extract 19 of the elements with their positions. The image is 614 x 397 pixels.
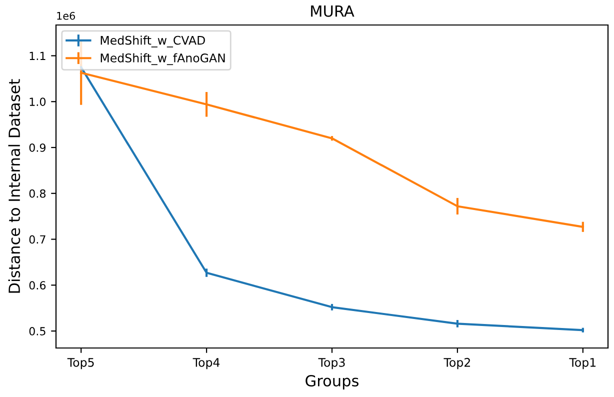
line-series [80,72,584,228]
y-tick-label: 0.5 [29,327,46,336]
y-tick-label: 1.1 [30,52,46,60]
y-tick-label: 1.0 [30,98,46,106]
y-tick-label: 0.6 [29,281,46,290]
y-tick-label: 0.7 [29,235,46,244]
x-tick-label: Top3 [318,358,345,370]
text: 1e6 [57,12,76,20]
y-axis-title: Distance to Internal Dataset [8,79,20,293]
y-tick-label: 0.8 [29,189,46,198]
legend-label: MedShift_w_fAnoGAN [100,53,225,66]
x-tick-label: Top4 [192,358,220,370]
x-tick-label: Top1 [569,358,596,370]
y-tick-label: 0.9 [29,143,46,152]
x-tick-label: Top2 [444,358,470,370]
legend-label: MedShift_w_CVAD [100,36,205,48]
x-tick-label: Top5 [67,358,94,370]
chart-title: MURA [311,6,354,17]
x-axis-title: Groups [306,374,358,390]
